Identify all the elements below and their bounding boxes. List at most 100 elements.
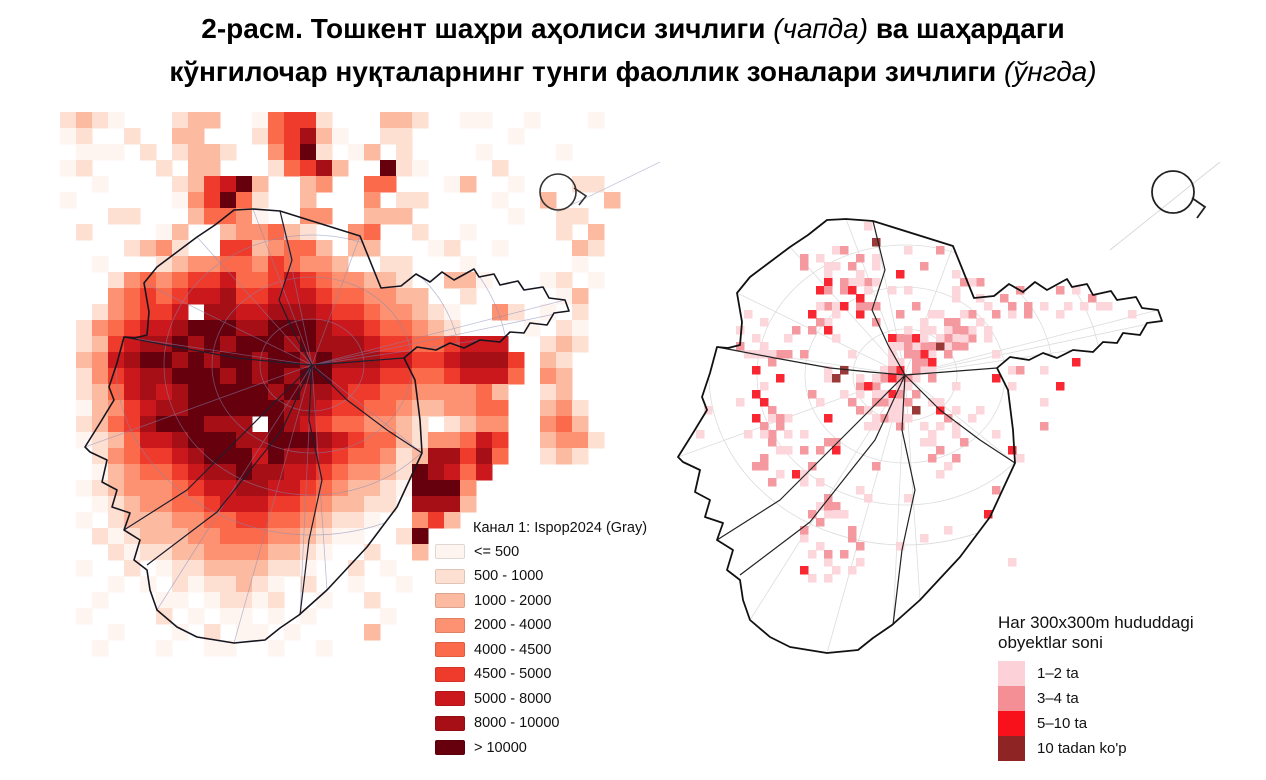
grid-cell	[252, 496, 269, 513]
activity-cell	[808, 510, 817, 519]
grid-cell	[188, 256, 205, 273]
grid-cell	[380, 384, 397, 401]
grid-cell	[268, 144, 285, 161]
grid-cell	[172, 256, 189, 273]
grid-cell	[380, 432, 397, 449]
grid-cell	[364, 320, 381, 337]
grid-cell	[492, 416, 509, 433]
legend-item: 2000 - 4000	[435, 617, 647, 633]
activity-cell	[904, 334, 913, 343]
grid-cell	[316, 496, 333, 513]
activity-cell	[760, 462, 769, 471]
grid-cell	[172, 592, 189, 609]
grid-cell	[268, 128, 285, 145]
activity-cell	[1056, 310, 1065, 319]
grid-cell	[220, 544, 237, 561]
grid-cell	[236, 336, 253, 353]
activity-cell	[904, 286, 913, 295]
grid-cell	[300, 400, 317, 417]
grid-cell	[348, 352, 365, 369]
grid-cell	[172, 624, 189, 641]
grid-cell	[172, 576, 189, 593]
grid-cell	[300, 144, 317, 161]
grid-cell	[76, 144, 93, 161]
grid-cell	[124, 368, 141, 385]
activity-cell	[896, 414, 905, 423]
activity-cell	[920, 318, 929, 327]
grid-cell	[204, 272, 221, 289]
grid-cell	[204, 112, 221, 129]
title-segment: (чапда)	[773, 13, 869, 44]
activity-cell	[944, 326, 953, 335]
legend-item: > 10000	[435, 740, 647, 756]
grid-cell	[364, 176, 381, 193]
grid-cell	[188, 576, 205, 593]
grid-cell	[316, 528, 333, 545]
grid-cell	[492, 400, 509, 417]
grid-cell	[108, 544, 125, 561]
legend-swatch	[435, 617, 465, 633]
legend-item: 1000 - 2000	[435, 593, 647, 609]
activity-cell	[808, 550, 817, 559]
grid-cell	[284, 288, 301, 305]
activity-cell	[824, 278, 833, 287]
activity-cell	[944, 342, 953, 351]
grid-cell	[108, 512, 125, 529]
grid-cell	[476, 416, 493, 433]
legend-swatch	[435, 715, 465, 731]
activity-cell	[920, 350, 929, 359]
grid-cell	[92, 320, 109, 337]
activity-cell	[832, 446, 841, 455]
grid-cell	[76, 608, 93, 625]
grid-cell	[124, 272, 141, 289]
grid-cell	[76, 352, 93, 369]
grid-cell	[76, 384, 93, 401]
grid-cell	[556, 352, 573, 369]
activity-cell	[816, 398, 825, 407]
grid-cell	[412, 304, 429, 321]
grid-cell	[460, 496, 477, 513]
grid-cell	[444, 448, 461, 465]
title-line: кўнгилочар нуқталарнинг тунги фаоллик зо…	[0, 50, 1266, 93]
activity-cell	[1040, 366, 1049, 375]
activity-cell	[736, 326, 745, 335]
grid-cell	[268, 336, 285, 353]
activity-cell	[896, 358, 905, 367]
grid-cell	[124, 288, 141, 305]
activity-cell	[976, 294, 985, 303]
grid-cell	[348, 496, 365, 513]
grid-cell	[268, 224, 285, 241]
activity-cell	[936, 446, 945, 455]
grid-cell	[140, 512, 157, 529]
grid-cell	[156, 528, 173, 545]
grid-cell	[220, 304, 237, 321]
activity-cell	[904, 326, 913, 335]
grid-cell	[108, 576, 125, 593]
activity-cell	[896, 342, 905, 351]
grid-cell	[348, 416, 365, 433]
activity-cell	[968, 326, 977, 335]
legend-label: 500 - 1000	[474, 568, 544, 584]
grid-cell	[396, 144, 413, 161]
grid-cell	[220, 240, 237, 257]
activity-cell	[816, 318, 825, 327]
activity-cell	[872, 374, 881, 383]
grid-cell	[236, 192, 253, 209]
grid-cell	[252, 304, 269, 321]
activity-cell	[880, 374, 889, 383]
activity-cell	[984, 326, 993, 335]
grid-cell	[172, 224, 189, 241]
activity-cell	[872, 398, 881, 407]
grid-cell	[124, 496, 141, 513]
grid-cell	[428, 304, 445, 321]
grid-cell	[300, 304, 317, 321]
grid-cell	[76, 480, 93, 497]
grid-cell	[140, 528, 157, 545]
activity-cell	[928, 454, 937, 463]
activity-cell	[888, 342, 897, 351]
grid-cell	[572, 256, 589, 273]
grid-cell	[284, 544, 301, 561]
grid-cell	[172, 432, 189, 449]
legend-title: Har 300x300m hududdagi obyektlar soni	[998, 613, 1194, 653]
activity-cell	[768, 414, 777, 423]
